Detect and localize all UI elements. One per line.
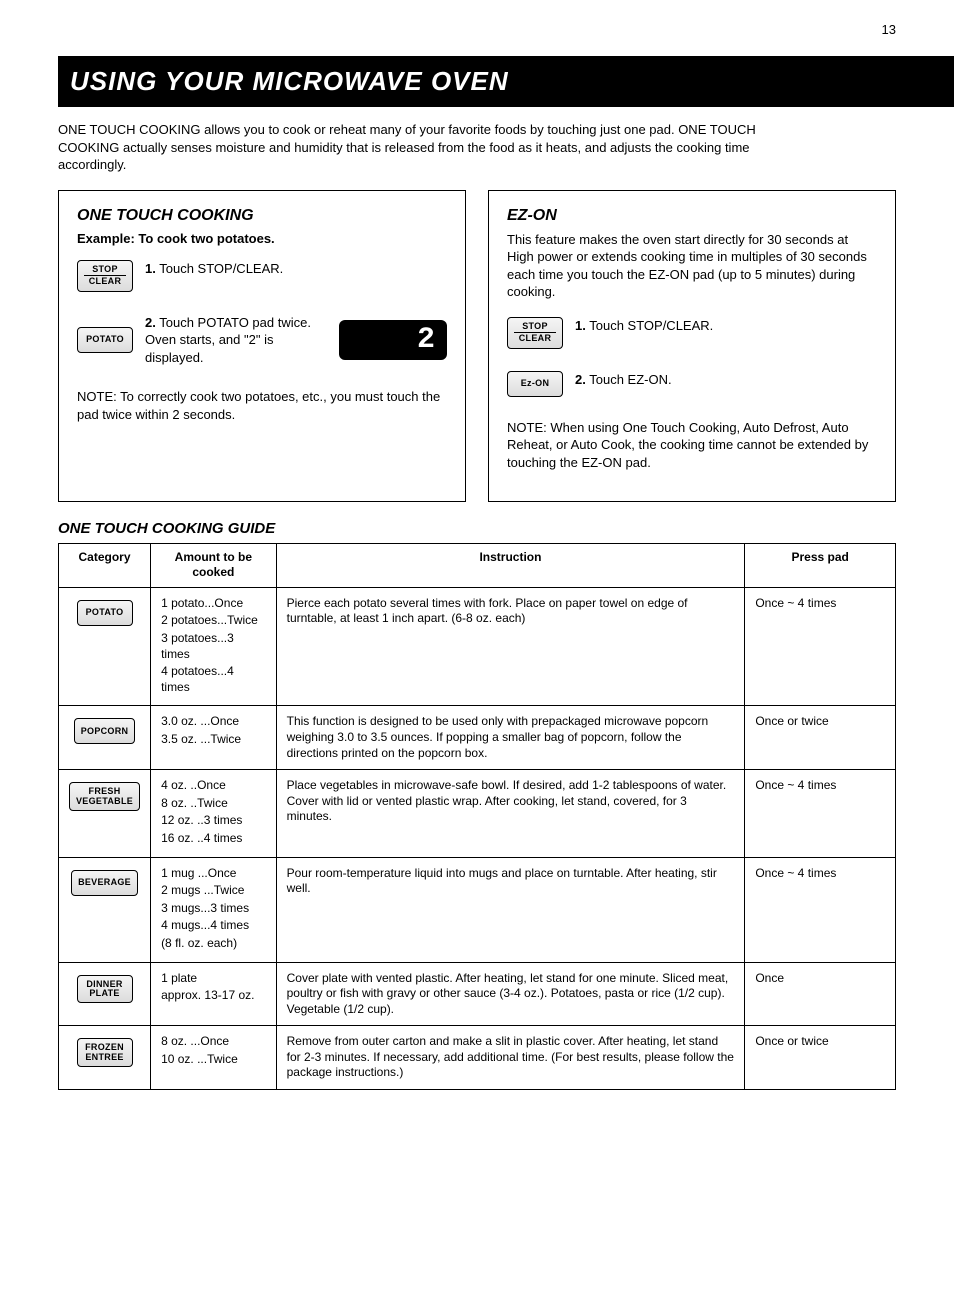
amount-cell: 1 plate approx. 13-17 oz. <box>151 962 277 1026</box>
panelB-note: NOTE: When using One Touch Cooking, Auto… <box>507 419 877 472</box>
step-1-text: 1. Touch STOP/CLEAR. <box>145 260 447 278</box>
section-banner: USING YOUR MICROWAVE OVEN <box>58 56 954 107</box>
potato-button[interactable]: POTATO <box>77 327 133 353</box>
table-row: POTATO 1 potato...Once 2 potatoes...Twic… <box>59 587 896 706</box>
table-row: POPCORN 3.0 oz. ...Once 3.5 oz. ...Twice… <box>59 706 896 770</box>
example-label: Example: To cook two potatoes. <box>77 231 447 246</box>
ezon-button[interactable]: Ez-ON <box>507 371 563 397</box>
stop-clear-button[interactable]: STOP CLEAR <box>507 317 563 349</box>
lcd-display: 2 <box>339 320 447 360</box>
table-row: FRESH VEGETABLE 4 oz. ..Once 8 oz. ..Twi… <box>59 770 896 857</box>
col-category: Category <box>59 543 151 587</box>
amount-cell: 3.0 oz. ...Once 3.5 oz. ...Twice <box>151 706 277 770</box>
step-1-text: 1. Touch STOP/CLEAR. <box>575 317 877 335</box>
instruction-cell: Cover plate with vented plastic. After h… <box>276 962 745 1026</box>
col-amount: Amount to be cooked <box>151 543 277 587</box>
table-row: DINNER PLATE 1 plate approx. 13-17 oz. C… <box>59 962 896 1026</box>
instruction-cell: Remove from outer carton and make a slit… <box>276 1026 745 1090</box>
guide-title: ONE TOUCH COOKING GUIDE <box>58 520 896 537</box>
potato-button[interactable]: POTATO <box>77 600 133 626</box>
press-cell: Once <box>745 962 896 1026</box>
panelA-note: NOTE: To correctly cook two potatoes, et… <box>77 388 447 423</box>
fresh-vegetable-button[interactable]: FRESH VEGETABLE <box>69 782 140 811</box>
panel-ezon: EZ-ON This feature makes the oven start … <box>488 190 896 502</box>
press-cell: Once ~ 4 times <box>745 587 896 706</box>
col-instruction: Instruction <box>276 543 745 587</box>
table-row: FROZEN ENTREE 8 oz. ...Once 10 oz. ...Tw… <box>59 1026 896 1090</box>
col-press: Press pad <box>745 543 896 587</box>
popcorn-button[interactable]: POPCORN <box>74 718 136 744</box>
ezon-lead: This feature makes the oven start direct… <box>507 231 877 301</box>
stop-clear-button[interactable]: STOP CLEAR <box>77 260 133 292</box>
table-header-row: Category Amount to be cooked Instruction… <box>59 543 896 587</box>
press-cell: Once or twice <box>745 706 896 770</box>
dinner-plate-button[interactable]: DINNER PLATE <box>77 975 133 1004</box>
step-2-text: 2. Touch POTATO pad twice. Oven starts, … <box>145 314 327 367</box>
press-cell: Once ~ 4 times <box>745 770 896 857</box>
press-cell: Once or twice <box>745 1026 896 1090</box>
intro-paragraph: ONE TOUCH COOKING allows you to cook or … <box>58 121 818 174</box>
instruction-cell: This function is designed to be used onl… <box>276 706 745 770</box>
page: 13 USING YOUR MICROWAVE OVEN ONE TOUCH C… <box>0 0 954 1307</box>
amount-cell: 1 potato...Once 2 potatoes...Twice 3 pot… <box>151 587 277 706</box>
step-1: STOP CLEAR 1. Touch STOP/CLEAR. <box>507 317 877 349</box>
frozen-entree-button[interactable]: FROZEN ENTREE <box>77 1038 133 1067</box>
amount-cell: 4 oz. ..Once 8 oz. ..Twice 12 oz. ..3 ti… <box>151 770 277 857</box>
amount-cell: 8 oz. ...Once 10 oz. ...Twice <box>151 1026 277 1090</box>
panel-title: ONE TOUCH COOKING <box>77 207 447 225</box>
page-number: 13 <box>882 22 896 37</box>
step-2-text: 2. Touch EZ-ON. <box>575 371 877 389</box>
table-row: BEVERAGE 1 mug ...Once 2 mugs ...Twice 3… <box>59 857 896 962</box>
step-1: STOP CLEAR 1. Touch STOP/CLEAR. <box>77 260 447 292</box>
step-2: Ez-ON 2. Touch EZ-ON. <box>507 371 877 397</box>
beverage-button[interactable]: BEVERAGE <box>71 870 138 896</box>
press-cell: Once ~ 4 times <box>745 857 896 962</box>
instruction-cell: Place vegetables in microwave-safe bowl.… <box>276 770 745 857</box>
panel-title: EZ-ON <box>507 207 877 225</box>
amount-cell: 1 mug ...Once 2 mugs ...Twice 3 mugs...3… <box>151 857 277 962</box>
instruction-cell: Pour room-temperature liquid into mugs a… <box>276 857 745 962</box>
panel-one-touch: ONE TOUCH COOKING Example: To cook two p… <box>58 190 466 502</box>
instruction-cell: Pierce each potato several times with fo… <box>276 587 745 706</box>
panels-row: ONE TOUCH COOKING Example: To cook two p… <box>58 190 896 502</box>
step-2: POTATO 2. Touch POTATO pad twice. Oven s… <box>77 314 447 367</box>
guide-table: Category Amount to be cooked Instruction… <box>58 543 896 1090</box>
